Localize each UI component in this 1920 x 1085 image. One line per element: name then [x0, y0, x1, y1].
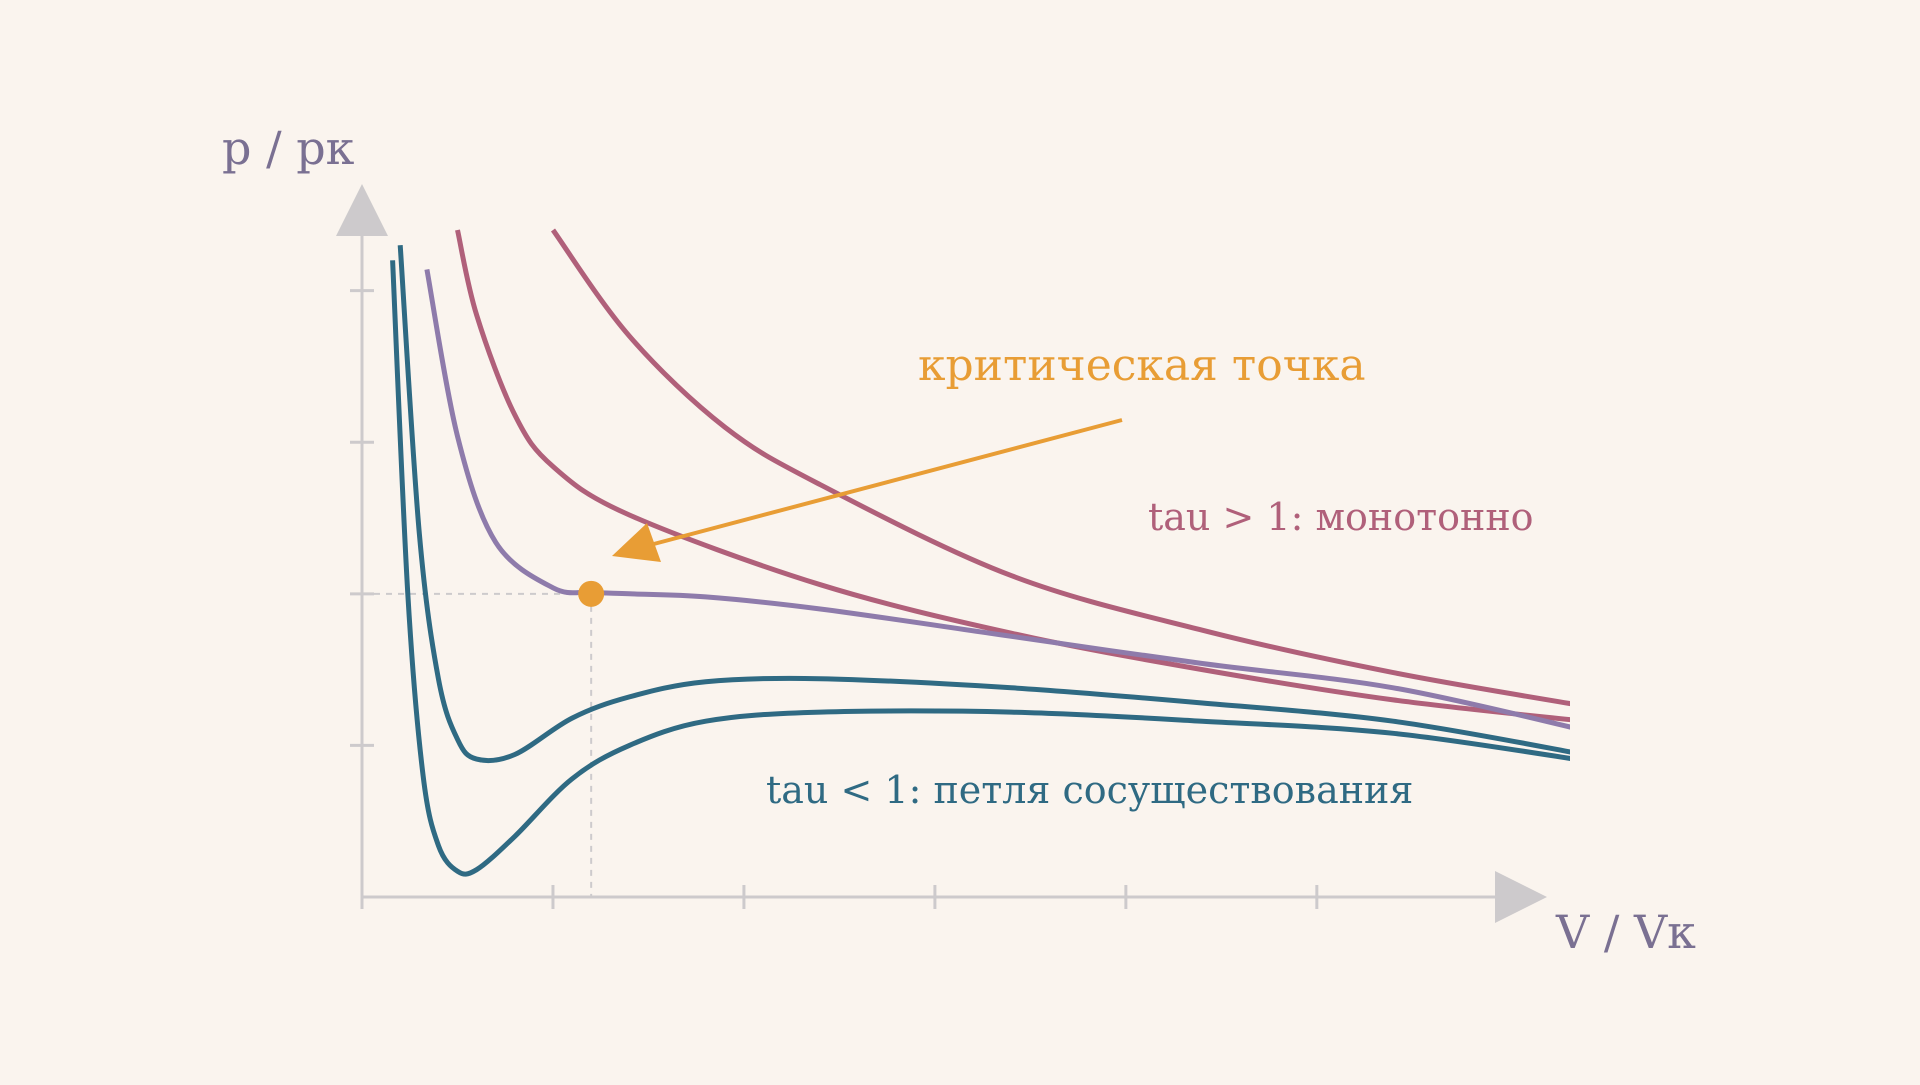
critical-point-marker [578, 580, 605, 607]
high-temperature-annotation: tau > 1: монотонно [1148, 495, 1534, 539]
x-axis-arrowhead [1495, 871, 1547, 923]
x-axis-label: V / Vк [1555, 905, 1696, 959]
critical-point-arrow-shaft [649, 418, 1123, 547]
low-temperature-annotation: tau < 1: петля сосуществования [766, 768, 1413, 812]
isotherm-line-high_T-0 [550, 228, 1570, 707]
isotherm-line-low_T-4 [390, 260, 1570, 877]
critical-guides [362, 592, 593, 897]
annotations: p / pк V / Vк критическая точка tau > 1:… [222, 121, 1696, 959]
critical-point-label: критическая точка [918, 340, 1366, 391]
y-axis-label: p / pк [222, 121, 355, 175]
isotherm-line-high_T-1 [455, 229, 1570, 723]
y-axis-arrowhead [336, 184, 388, 236]
isotherm-line-critical-2 [424, 268, 1570, 730]
axes [336, 184, 1547, 923]
isotherm-line-low_T-3 [397, 245, 1570, 764]
critical-point-arrowhead [612, 523, 661, 562]
isotherm-series [390, 228, 1570, 877]
